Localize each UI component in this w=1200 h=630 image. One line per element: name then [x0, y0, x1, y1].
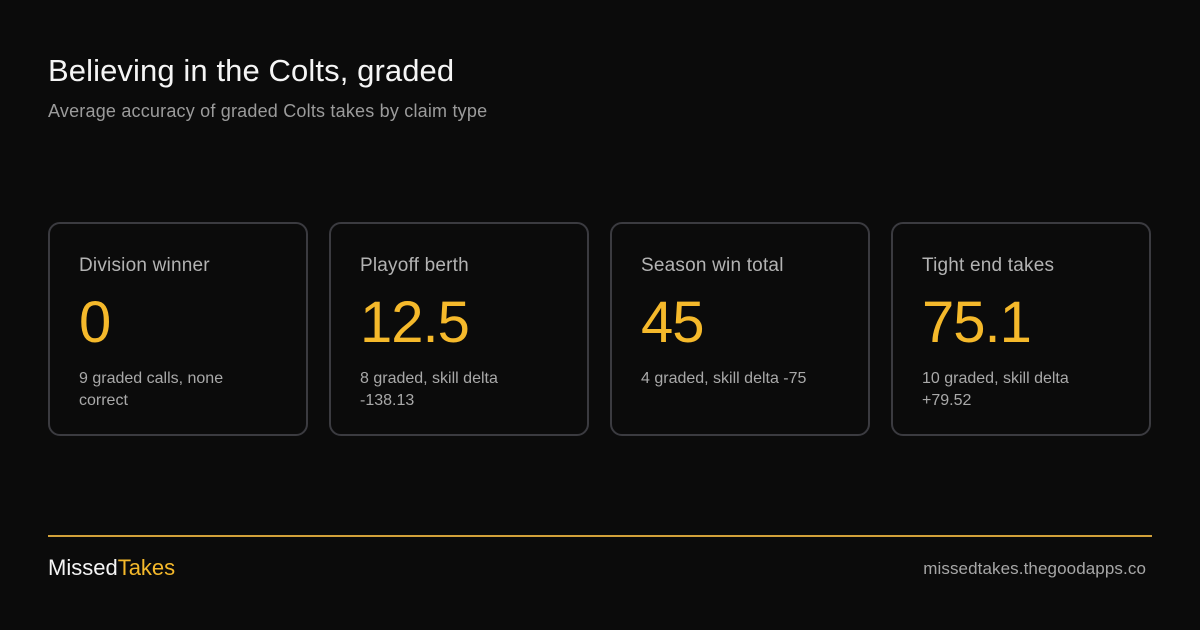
- stat-card-value: 45: [641, 290, 705, 355]
- stat-card-note: 9 graded calls, none correct: [79, 370, 224, 409]
- page-subtitle: Average accuracy of graded Colts takes b…: [48, 101, 488, 121]
- stat-card-label: Playoff berth: [360, 255, 469, 276]
- stat-card-label: Tight end takes: [922, 255, 1055, 276]
- stat-card-playoff-berth: Playoff berth 12.5 8 graded, skill delta…: [329, 222, 589, 436]
- brand-logo-takes: Takes: [117, 555, 176, 580]
- stat-card-label: Division winner: [79, 255, 210, 276]
- stat-card-season-win-total: Season win total 45 4 graded, skill delt…: [610, 222, 870, 436]
- stat-card-label: Season win total: [641, 255, 784, 276]
- brand-logo: MissedTakes: [48, 555, 175, 581]
- stat-card-tight-end-takes: Tight end takes 75.1 10 graded, skill de…: [891, 222, 1151, 436]
- stat-card-division-winner: Division winner 0 9 graded calls, none c…: [48, 222, 308, 436]
- brand-logo-missed: Missed: [48, 555, 118, 580]
- stat-card-note: 10 graded, skill delta +79.52: [922, 370, 1069, 409]
- stat-cards: Division winner 0 9 graded calls, none c…: [48, 222, 1152, 436]
- stat-card-value: 75.1: [922, 290, 1032, 355]
- page-title: Believing in the Colts, graded: [48, 53, 455, 88]
- footer-divider: [48, 535, 1152, 537]
- stat-card-value: 0: [79, 290, 111, 355]
- stat-card-note: 8 graded, skill delta -138.13: [360, 370, 498, 409]
- site-url: missedtakes.thegoodapps.co: [923, 559, 1146, 578]
- stat-card-note: 4 graded, skill delta -75: [641, 370, 807, 387]
- stat-card-value: 12.5: [360, 290, 470, 355]
